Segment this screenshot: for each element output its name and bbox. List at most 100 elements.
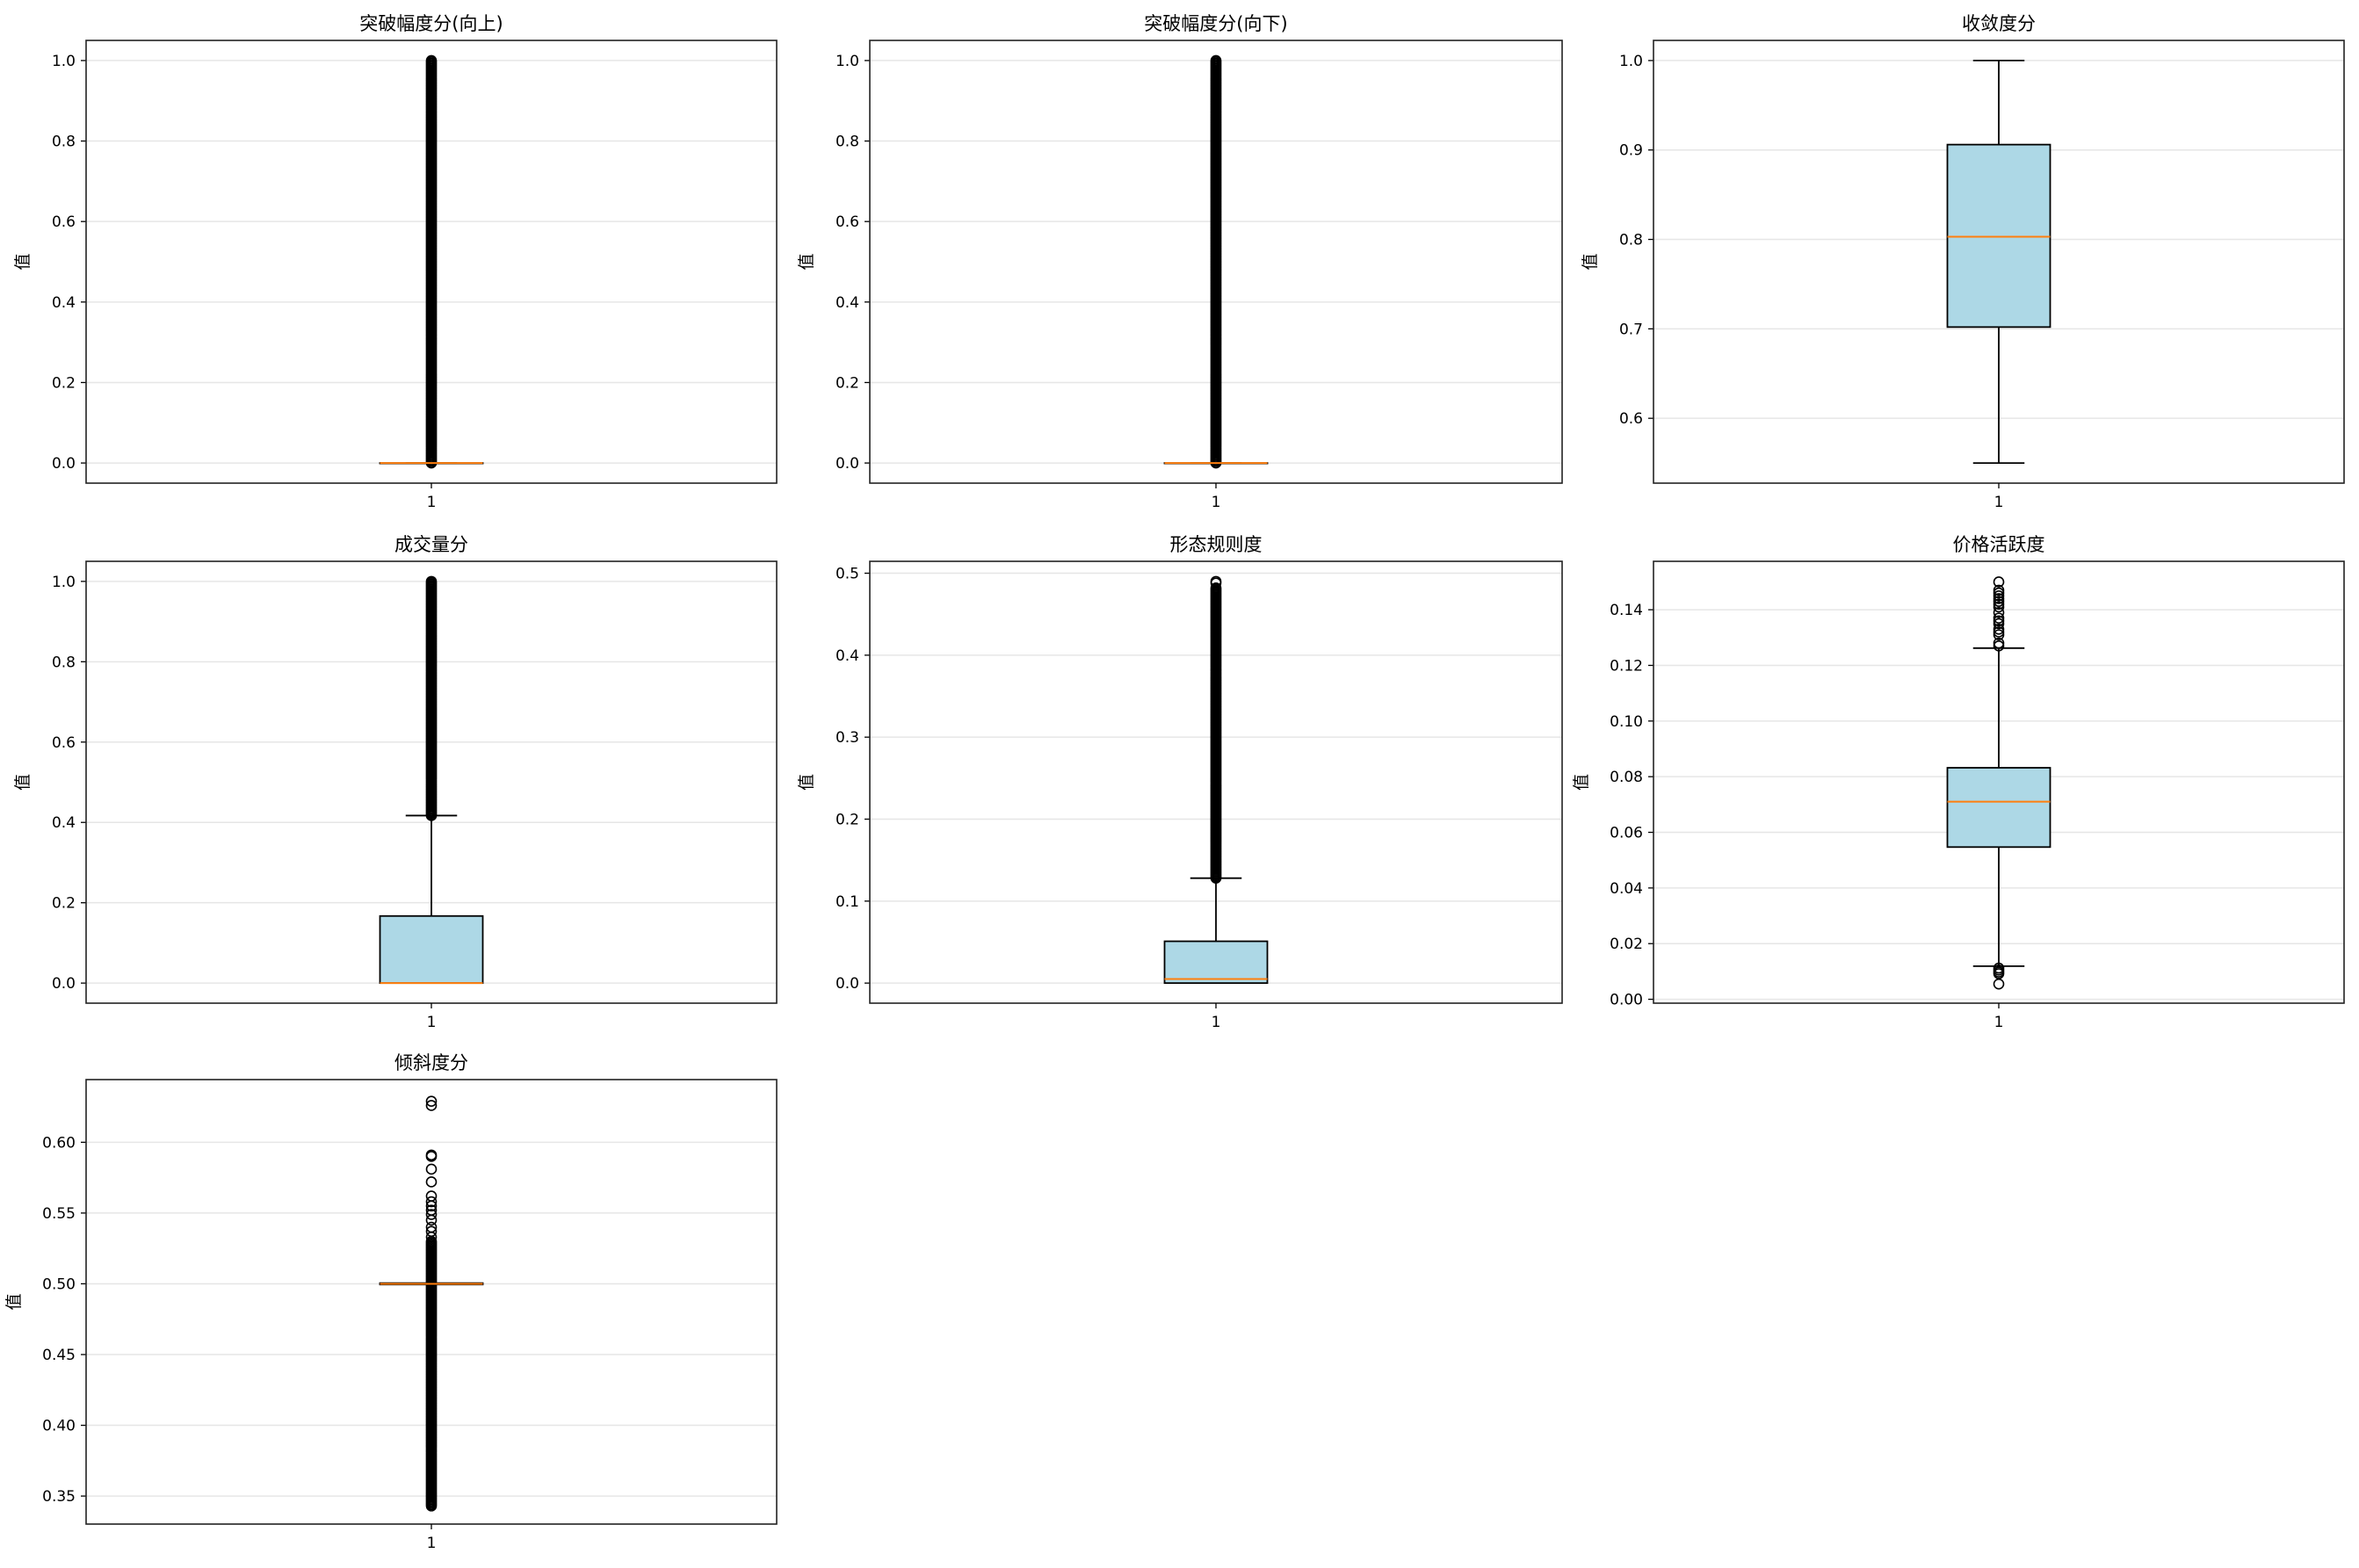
y-tick-label: 0.08 — [1610, 769, 1643, 786]
outlier-point — [1993, 589, 2005, 602]
y-tick-label: 0.45 — [42, 1347, 76, 1364]
y-tick-label: 0.8 — [52, 134, 76, 151]
subplot-title: 倾斜度分 — [394, 1052, 468, 1073]
outlier-point — [1993, 587, 2005, 599]
y-axis-label: 值 — [797, 774, 816, 791]
y-tick-label: 1.0 — [1619, 53, 1643, 70]
y-tick-label: 0.2 — [52, 374, 76, 392]
outlier-point — [425, 1196, 438, 1208]
outlier-point — [1993, 601, 2005, 613]
outlier-point — [1210, 575, 1222, 588]
x-tick-label: 1 — [427, 1014, 437, 1031]
y-tick-label: 0.8 — [52, 654, 76, 671]
outlier-point — [425, 1221, 438, 1233]
y-tick-label: 0.6 — [836, 213, 859, 231]
subplot-2: 0.0 0.2 0.4 0.6 0.8 1.0 1 突破幅度分(向下) 值 — [797, 13, 1563, 511]
y-tick-label: 0.55 — [42, 1205, 76, 1223]
y-tick-label: 0.6 — [1619, 410, 1643, 428]
outlier-point — [1993, 584, 2005, 596]
outlier-point — [1210, 54, 1222, 67]
outlier-point — [1993, 612, 2005, 624]
y-tick-label: 1.0 — [52, 53, 76, 70]
outlier-point — [425, 1214, 438, 1226]
outlier-point — [1993, 615, 2005, 627]
y-tick-label: 0.0 — [52, 975, 76, 993]
subplot-1: 0.0 0.2 0.4 0.6 0.8 1.0 1 突破幅度分(向上) 值 — [13, 13, 778, 511]
outlier-point — [425, 1163, 438, 1175]
y-tick-label: 0.35 — [42, 1488, 76, 1506]
y-tick-label: 0.40 — [42, 1418, 76, 1435]
y-tick-label: 0.4 — [52, 294, 76, 312]
y-tick-label: 0.50 — [42, 1275, 76, 1293]
outlier-point — [1993, 629, 2005, 640]
outlier-point — [425, 575, 438, 588]
outlier-point — [1993, 606, 2005, 618]
y-tick-label: 0.12 — [1610, 657, 1643, 675]
y-axis-label: 值 — [1581, 253, 1600, 270]
outlier-point — [1993, 639, 2005, 652]
iqr-box — [1163, 940, 1269, 985]
outlier-point — [1993, 978, 2005, 990]
y-tick-label: 0.2 — [836, 374, 859, 392]
outlier-point — [1993, 596, 2005, 607]
outlier-point — [1993, 593, 2005, 604]
iqr-box — [1946, 767, 2051, 849]
outlier-point — [1993, 637, 2005, 649]
x-tick-label: 1 — [427, 494, 437, 511]
y-tick-label: 1.0 — [52, 574, 76, 591]
outlier-point — [425, 1190, 438, 1202]
y-tick-label: 0.10 — [1610, 713, 1643, 731]
y-tick-label: 1.0 — [836, 53, 859, 70]
outlier-point — [425, 1209, 438, 1220]
iqr-box — [379, 914, 484, 985]
outlier-point — [425, 1095, 438, 1107]
y-tick-label: 0.14 — [1610, 602, 1643, 619]
y-tick-label: 0.0 — [52, 455, 76, 473]
y-tick-label: 0.00 — [1610, 992, 1643, 1009]
y-tick-label: 0.60 — [42, 1134, 76, 1152]
outlier-point — [1993, 576, 2005, 588]
iqr-box — [1946, 143, 2051, 329]
y-tick-label: 0.0 — [836, 975, 859, 993]
subplot-title: 形态规则度 — [1170, 534, 1263, 555]
x-tick-label: 1 — [427, 1535, 437, 1552]
outlier-point — [1993, 618, 2005, 630]
y-axis-label: 值 — [797, 253, 816, 270]
subplot-title: 价格活跃度 — [1953, 534, 2045, 555]
y-tick-label: 0.7 — [1619, 321, 1643, 338]
y-axis-label: 值 — [1572, 774, 1591, 791]
y-axis-label: 值 — [4, 1293, 24, 1310]
subplot-title: 突破幅度分(向下) — [1144, 13, 1287, 34]
outlier-point — [425, 1225, 438, 1238]
y-tick-label: 0.4 — [836, 647, 859, 665]
outlier-point — [425, 1176, 438, 1188]
y-tick-label: 0.1 — [836, 893, 859, 911]
y-axis-label: 值 — [13, 253, 33, 270]
y-tick-label: 0.2 — [52, 895, 76, 913]
subplot-title: 成交量分 — [394, 534, 468, 555]
outlier-point — [1993, 623, 2005, 635]
y-tick-label: 0.4 — [836, 294, 859, 312]
y-tick-label: 0.0 — [836, 455, 859, 473]
subplot-title: 收敛度分 — [1962, 13, 2036, 34]
x-tick-label: 1 — [1994, 1014, 2004, 1031]
y-tick-label: 0.9 — [1619, 142, 1643, 160]
y-tick-label: 0.02 — [1610, 936, 1643, 953]
outlier-point — [1993, 626, 2005, 638]
y-tick-label: 0.8 — [836, 134, 859, 151]
x-tick-label: 1 — [1212, 494, 1221, 511]
outlier-point — [425, 1149, 438, 1161]
y-tick-label: 0.06 — [1610, 825, 1643, 842]
y-tick-label: 0.4 — [52, 814, 76, 832]
outlier-point — [425, 54, 438, 67]
outlier-point — [425, 1204, 438, 1216]
y-tick-label: 0.04 — [1610, 880, 1643, 898]
subplot-title: 突破幅度分(向上) — [359, 13, 503, 34]
y-tick-label: 0.6 — [52, 734, 76, 752]
y-tick-label: 0.2 — [836, 811, 859, 828]
x-tick-label: 1 — [1994, 494, 2004, 511]
